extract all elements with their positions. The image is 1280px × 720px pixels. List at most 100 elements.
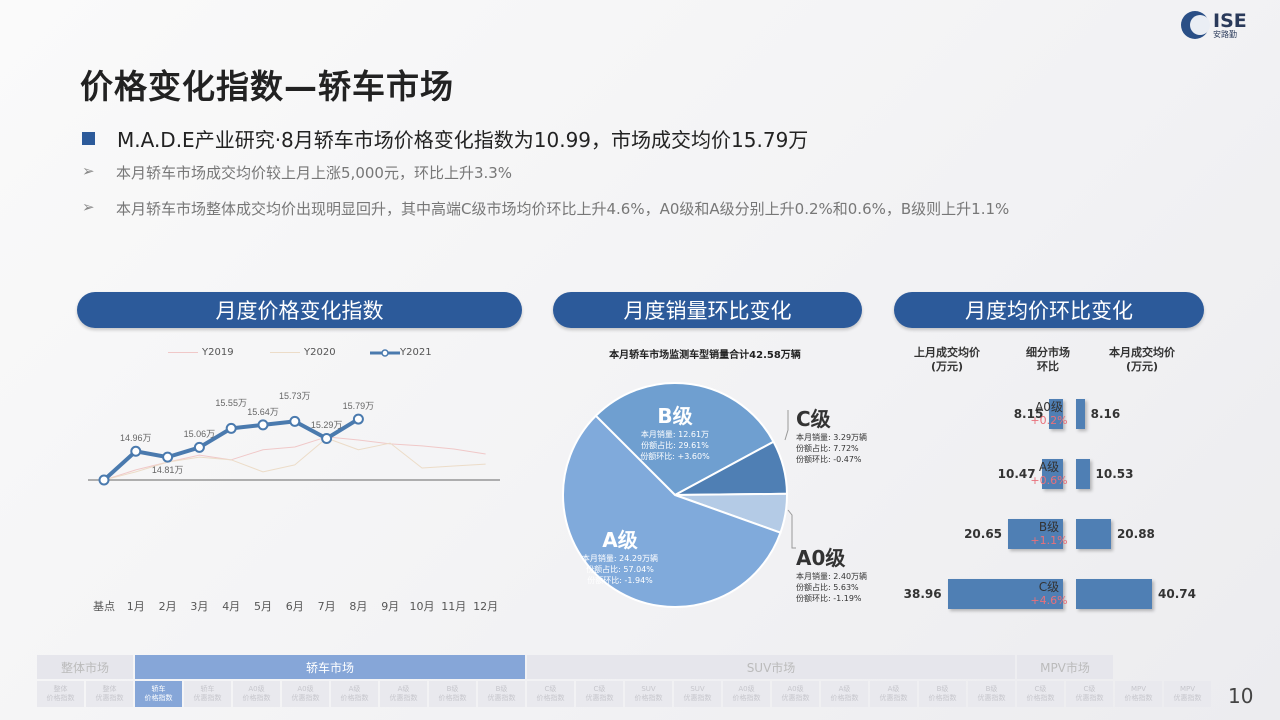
nav-item[interactable]: A级 价格指数 (821, 681, 868, 707)
nav-item[interactable]: B级 价格指数 (429, 681, 476, 707)
x-tick-label: 11月 (441, 600, 467, 613)
nav-tab-轿车市场[interactable]: 轿车市场 (135, 655, 525, 679)
data-point (352, 413, 364, 425)
section-sales-change: 月度销量环比变化 (553, 292, 862, 328)
bar-curr (1076, 519, 1111, 549)
nav-item[interactable]: A级 价格指数 (331, 681, 378, 707)
x-tick-label: 1月 (126, 600, 145, 613)
nav-item[interactable]: B级 价格指数 (919, 681, 966, 707)
nav-item[interactable]: C级 价格指数 (527, 681, 574, 707)
nav-item[interactable]: SUV 优惠指数 (674, 681, 721, 707)
data-point (193, 441, 205, 453)
segment-change: +0.6% (1030, 474, 1068, 487)
data-label: 15.79万 (342, 401, 375, 412)
nav-tab-整体市场[interactable]: 整体市场 (37, 655, 133, 679)
arrow-bullet-icon: ➢ (82, 198, 95, 216)
data-point (225, 422, 237, 434)
data-point (289, 415, 301, 427)
pie-label-detail: 本月销量: 3.29万辆 (796, 433, 868, 442)
pie-label-detail: 份额环比: -0.47% (796, 455, 862, 464)
x-tick-label: 7月 (317, 600, 336, 613)
bar-curr (1076, 399, 1085, 429)
value-prev: 8.15 (1013, 407, 1044, 421)
segment-label: A0级 +0.2% (1019, 400, 1079, 428)
bar-curr (1076, 459, 1090, 489)
x-tick-label: 6月 (285, 600, 304, 613)
nav-item[interactable]: A0级 优惠指数 (282, 681, 329, 707)
pie-label-name: A级 (602, 528, 638, 552)
segment-label: A级 +0.6% (1019, 460, 1079, 488)
nav-tab-SUV市场[interactable]: SUV市场 (527, 655, 1015, 679)
nav-item[interactable]: 轿车 优惠指数 (184, 681, 231, 707)
bar-prev (947, 579, 1063, 609)
nav-item[interactable]: A0级 价格指数 (723, 681, 770, 707)
bar-curr (1076, 579, 1153, 609)
nav-item[interactable]: B级 优惠指数 (478, 681, 525, 707)
legend-label: Y2021 (400, 347, 432, 358)
nav-item[interactable]: C级 优惠指数 (576, 681, 623, 707)
x-tick-label: 12月 (473, 600, 499, 613)
bullet-text: 本月轿车市场整体成交均价出现明显回升，其中高端C级市场均价环比上升4.6%，A0… (116, 200, 1010, 218)
pie-label: A级 本月销量: 24.29万辆 份额占比: 57.04% 份额环比: -1.94% (575, 524, 665, 586)
nav-item[interactable]: SUV 价格指数 (625, 681, 672, 707)
leader-line (784, 410, 789, 441)
data-point (162, 451, 174, 463)
nav-item[interactable]: C级 价格指数 (1017, 681, 1064, 707)
x-tick-label: 8月 (349, 600, 368, 613)
nav-item[interactable]: A0级 价格指数 (233, 681, 280, 707)
legend-label: Y2020 (304, 347, 336, 358)
segment-change: +4.6% (1030, 594, 1068, 607)
nav-item[interactable]: B级 优惠指数 (968, 681, 1015, 707)
logo-sub: 安路勤 (1213, 29, 1237, 39)
nav-item[interactable]: 整体 优惠指数 (86, 681, 133, 707)
segment-label: B级 +1.1% (1019, 520, 1079, 548)
legend-y2019: Y2019 (168, 347, 234, 358)
data-label: 15.55万 (215, 398, 247, 409)
x-tick-label: 5月 (254, 600, 272, 613)
data-label: 14.96万 (120, 433, 152, 444)
pie-label-detail: 份额占比: 5.63% (796, 583, 859, 592)
legend-line-icon (168, 352, 198, 353)
pie-chart (562, 382, 796, 608)
pie-label-detail: 份额占比: 7.72% (796, 444, 859, 453)
headline-text: M.A.D.E产业研究·8月轿车市场价格变化指数为10.99，市场成交均价15.… (117, 128, 809, 152)
nav-item[interactable]: MPV 优惠指数 (1164, 681, 1211, 707)
nav-item[interactable]: 整体 价格指数 (37, 681, 84, 707)
nav-item[interactable]: C级 优惠指数 (1066, 681, 1113, 707)
legend-marker-icon (370, 348, 400, 357)
header-segment: 细分市场 环比 (1026, 346, 1070, 373)
line-chart (88, 413, 500, 486)
nav-item[interactable]: MPV 价格指数 (1115, 681, 1162, 707)
pie-label-name: A0级 (796, 546, 846, 570)
nav-tab-MPV市场[interactable]: MPV市场 (1017, 655, 1113, 679)
value-prev: 38.96 (903, 587, 942, 601)
nav-item[interactable]: 轿车 价格指数 (135, 681, 182, 707)
segment-change: +0.2% (1030, 414, 1068, 427)
legend-y2020: Y2020 (270, 347, 336, 358)
pie-label-detail: 份额环比: -1.19% (796, 594, 862, 603)
data-point (257, 419, 269, 431)
bullet-1: ➢ 本月轿车市场成交均价较上月上涨5,000元，环比上升3.3% (82, 162, 512, 183)
nav-item[interactable]: A级 优惠指数 (380, 681, 427, 707)
pie-label-detail: 份额占比: 57.04% (586, 565, 654, 574)
data-point (98, 474, 110, 486)
nav-item[interactable]: A0级 优惠指数 (772, 681, 819, 707)
data-point (130, 445, 142, 457)
section-price-index: 月度价格变化指数 (77, 292, 522, 328)
logo-globe-icon (1181, 11, 1210, 39)
pie-label: A0级 本月销量: 2.40万辆 份额占比: 5.63% 份额环比: -1.19% (796, 542, 876, 604)
bullet-text: 本月轿车市场成交均价较上月上涨5,000元，环比上升3.3% (116, 164, 513, 182)
value-curr: 8.16 (1090, 407, 1121, 421)
data-label: 15.29万 (310, 420, 343, 431)
nav-item[interactable]: A级 优惠指数 (870, 681, 917, 707)
pie-label-detail: 份额环比: +3.60% (640, 452, 710, 461)
data-point (321, 432, 333, 444)
data-label: 15.06万 (183, 429, 216, 440)
segment-name: A级 (1038, 460, 1060, 474)
data-label: 15.73万 (279, 391, 311, 402)
value-prev: 10.47 (997, 467, 1036, 481)
pie-label-detail: 份额占比: 29.61% (641, 441, 709, 450)
data-label: 14.81万 (151, 465, 184, 476)
pie-slice (594, 382, 775, 497)
x-tick-label: 3月 (190, 600, 209, 613)
